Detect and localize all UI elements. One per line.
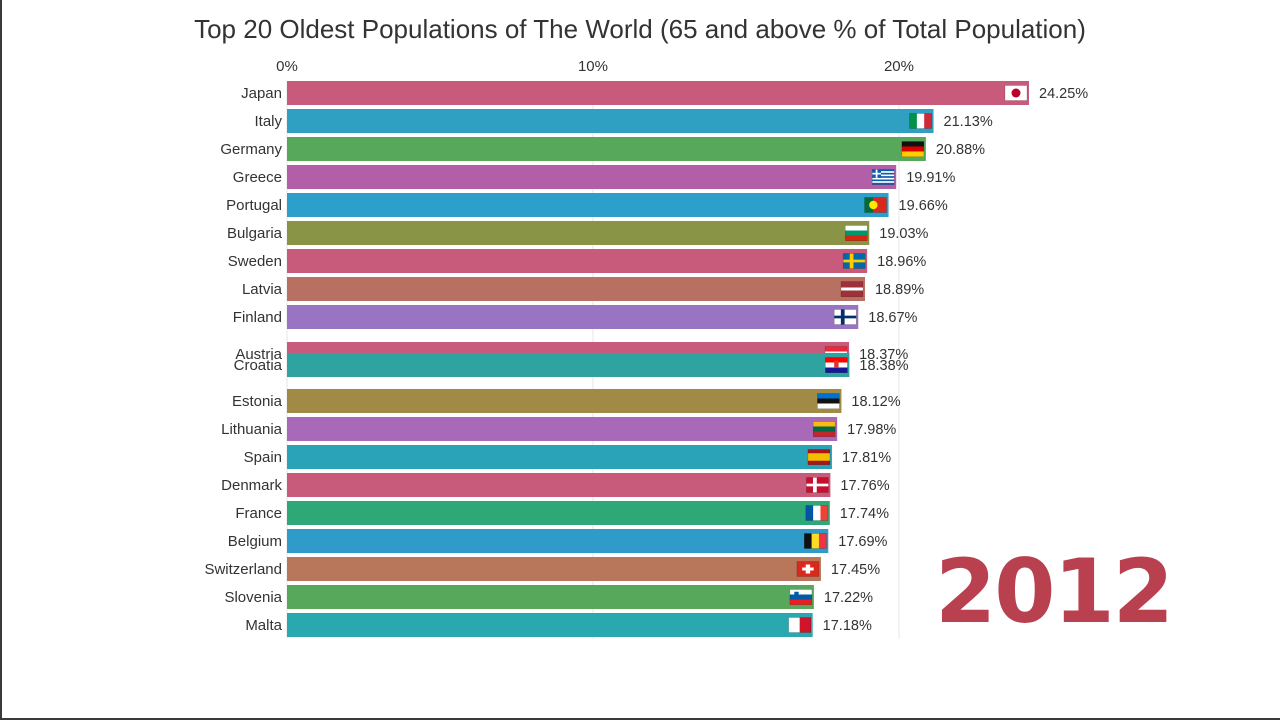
bar-croatia [287,353,850,377]
flag-france-icon [805,505,829,521]
bar-france [287,501,830,525]
category-label-japan: Japan [241,85,282,102]
category-label-greece: Greece [233,169,282,186]
bar-germany [287,137,926,161]
category-label-switzerland: Switzerland [204,561,282,578]
flag-denmark-icon [806,477,829,493]
value-label-switzerland: 17.45% [831,562,880,578]
category-label-latvia: Latvia [242,281,283,298]
flag-portugal-icon [864,197,887,213]
flag-croatia-icon [825,357,848,373]
x-tick-label: 10% [578,58,608,75]
bar-bulgaria [287,221,870,245]
value-label-belgium: 17.69% [838,534,887,550]
flag-malta-icon [788,617,811,633]
value-label-japan: 24.25% [1039,86,1088,102]
value-label-austria: 18.37% [859,347,908,363]
chart-title: Top 20 Oldest Populations of The World (… [194,14,1086,44]
bar-latvia [287,277,865,301]
value-label-bulgaria: 19.03% [879,226,928,242]
value-label-france: 17.74% [840,506,889,522]
value-label-germany: 20.88% [936,142,985,158]
year-label: 2012 [935,540,1174,643]
value-label-finland: 18.67% [868,310,917,326]
value-label-sweden: 18.96% [877,254,926,270]
category-label-bulgaria: Bulgaria [227,225,283,242]
category-label-finland: Finland [233,309,282,326]
bar-spain [287,445,832,469]
bar-belgium [287,529,829,553]
bar-slovenia [287,585,814,609]
value-label-croatia: 18.38% [859,358,908,374]
bar-portugal [287,193,889,217]
flag-lithuania-icon [812,421,836,437]
category-label-denmark: Denmark [221,477,282,494]
flag-japan-icon [1004,85,1028,101]
category-label-estonia: Estonia [232,393,283,410]
category-label-germany: Germany [220,141,282,158]
category-label-lithuania: Lithuania [221,421,283,438]
flag-greece-icon [871,169,895,185]
category-label-france: France [235,505,282,522]
flag-bulgaria-icon [844,225,868,241]
value-label-spain: 17.81% [842,450,891,466]
value-label-malta: 17.18% [823,618,872,634]
category-label-spain: Spain [244,449,282,466]
flag-italy-icon [909,113,932,129]
category-label-malta: Malta [245,617,282,634]
bar-sweden [287,249,868,273]
flag-switzerland-icon [796,561,820,577]
value-label-italy: 21.13% [944,114,993,130]
bar-estonia [287,389,842,413]
category-label-sweden: Sweden [228,253,282,270]
x-tick-label: 20% [884,58,914,75]
flag-estonia-icon [817,393,840,409]
value-label-lithuania: 17.98% [847,422,896,438]
bar-malta [287,613,813,637]
category-label-italy: Italy [254,113,282,130]
bar-italy [287,109,934,133]
value-label-greece: 19.91% [906,170,955,186]
bar-switzerland [287,557,821,581]
bar-greece [287,165,897,189]
category-label-croatia: Croatia [234,357,283,374]
flag-finland-icon [833,309,857,325]
value-label-denmark: 17.76% [840,478,889,494]
flag-sweden-icon [842,253,866,269]
category-label-slovenia: Slovenia [224,589,282,606]
value-label-slovenia: 17.22% [824,590,873,606]
x-tick-label: 0% [276,58,298,75]
flag-slovenia-icon [789,589,813,605]
category-label-belgium: Belgium [228,533,282,550]
value-label-latvia: 18.89% [875,282,924,298]
bar-denmark [287,473,831,497]
value-label-portugal: 19.66% [899,198,948,214]
category-label-portugal: Portugal [226,197,282,214]
flag-latvia-icon [840,281,864,297]
value-label-estonia: 18.12% [851,394,900,410]
bar-lithuania [287,417,838,441]
flag-germany-icon [901,141,925,157]
bar-finland [287,305,859,329]
bar-japan [287,81,1029,105]
category-label-austria: Austria [235,346,282,363]
flag-spain-icon [807,449,831,465]
flag-belgium-icon [803,533,827,549]
